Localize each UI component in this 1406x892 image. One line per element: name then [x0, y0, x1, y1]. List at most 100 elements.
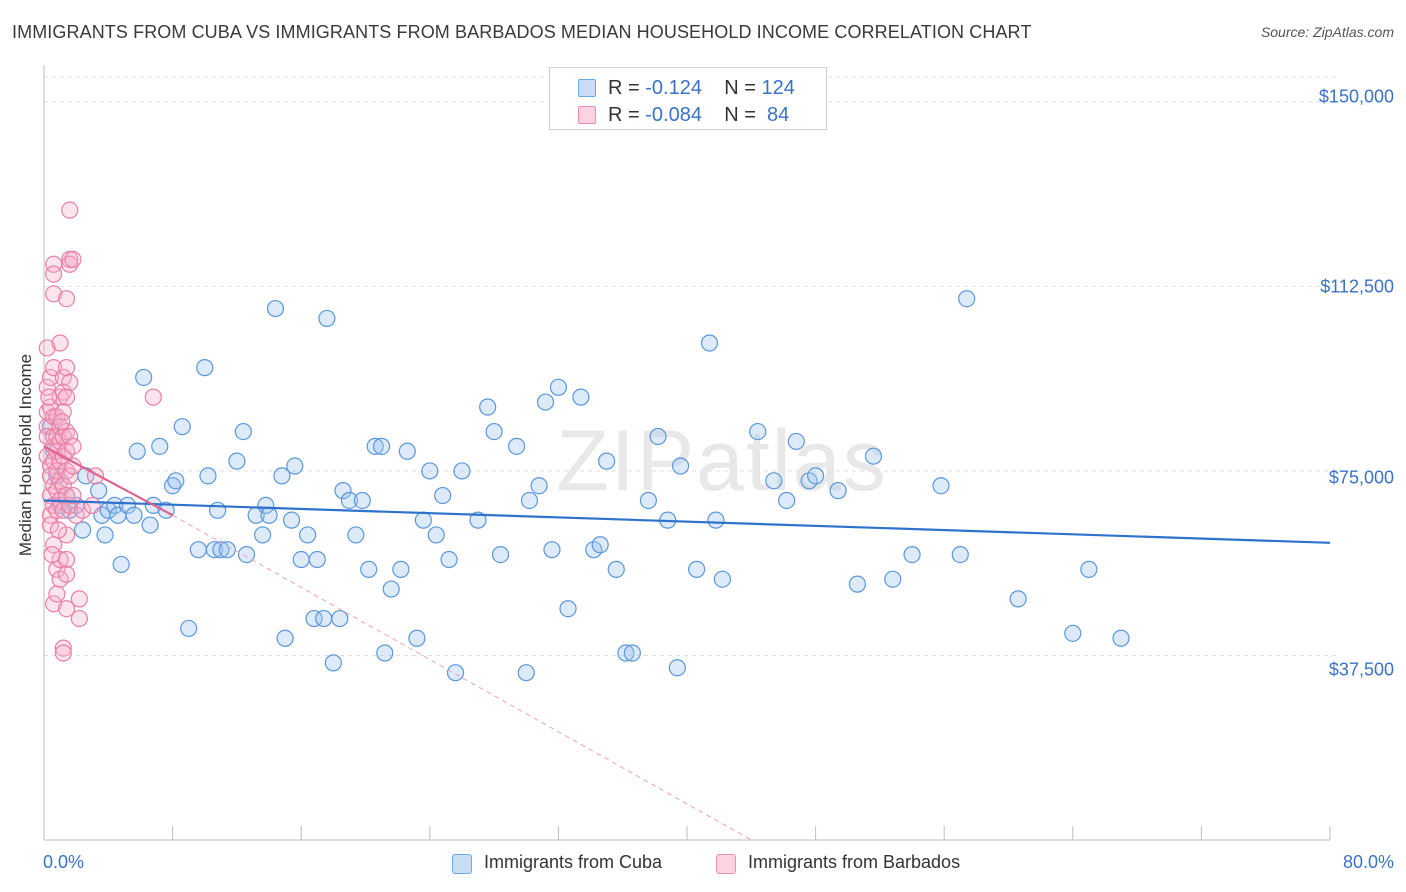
- barbados-point: [45, 452, 63, 470]
- barbados-point: [61, 427, 79, 446]
- cuba-point: [266, 299, 285, 318]
- cuba-point: [427, 526, 445, 544]
- barbados-point: [48, 501, 66, 519]
- cuba-point: [372, 437, 391, 455]
- legend-row-cuba: R = -0.124 N = 124: [550, 74, 826, 102]
- barbados-point: [49, 521, 68, 539]
- cuba-point: [1112, 629, 1130, 647]
- cuba-point: [778, 491, 796, 510]
- legend-item-barbados[interactable]: Immigrants from Barbados: [716, 852, 961, 874]
- barbados-point: [41, 368, 60, 387]
- cuba-point: [806, 467, 825, 485]
- cuba-point: [617, 644, 635, 662]
- barbados-point: [70, 609, 88, 628]
- legend-r-label: R =: [608, 77, 646, 99]
- cuba-point: [273, 467, 291, 485]
- cuba-point: [282, 511, 301, 529]
- cuba-point: [421, 462, 439, 480]
- cuba-point: [485, 422, 503, 441]
- cuba-point: [688, 560, 706, 578]
- axes: [43, 65, 1331, 841]
- cuba-point: [884, 570, 902, 588]
- cuba-point: [598, 452, 616, 470]
- cuba-point: [324, 654, 342, 672]
- y-tick-label-150000: $150,000: [1318, 86, 1394, 107]
- y-tick-label-37500: $37,500: [1328, 659, 1394, 680]
- cuba-point: [951, 546, 969, 564]
- cuba-point: [353, 491, 371, 510]
- barbados-point: [45, 285, 63, 303]
- barbados-point: [64, 250, 82, 268]
- cuba-point: [212, 541, 230, 559]
- barbados-points: [38, 201, 162, 662]
- cuba-trend-line: [43, 499, 1331, 544]
- cuba-point: [607, 560, 625, 578]
- y-axis-label: Median Household Income: [16, 353, 35, 557]
- cuba-point: [591, 536, 609, 554]
- cuba-point: [334, 482, 352, 500]
- cuba-point: [398, 442, 416, 460]
- cuba-point: [713, 570, 731, 588]
- legend-item-cuba[interactable]: Immigrants from Cuba: [452, 852, 662, 874]
- cuba-point: [392, 560, 410, 578]
- cuba-point: [1080, 560, 1098, 578]
- cuba-point: [623, 644, 641, 662]
- cuba-point: [318, 309, 336, 328]
- cuba-point: [276, 629, 294, 647]
- cuba-point: [749, 422, 767, 441]
- cuba-point: [257, 496, 275, 514]
- barbados-point: [57, 359, 76, 377]
- legend-r-label: R =: [608, 104, 646, 126]
- cuba-point: [508, 437, 526, 455]
- cuba-point: [305, 609, 323, 628]
- cuba-point: [469, 511, 487, 529]
- cuba-point: [260, 506, 278, 524]
- x-tick-label-max: 80.0%: [1342, 852, 1394, 872]
- cuba-point: [308, 550, 326, 569]
- barbados-point: [57, 600, 76, 618]
- cuba-point: [173, 418, 191, 436]
- cuba-point: [315, 609, 333, 628]
- legend-label-barbados: Immigrants from Barbados: [748, 852, 961, 872]
- cuba-point: [331, 609, 349, 628]
- cuba-point: [135, 368, 153, 387]
- barbados-point: [61, 373, 79, 391]
- barbados-point: [70, 590, 88, 608]
- barbados-point: [38, 339, 56, 357]
- legend-r-value-barbados: -0.084: [645, 104, 702, 126]
- cuba-point: [932, 477, 950, 495]
- cuba-point: [196, 359, 214, 377]
- y-tick-label-75000: $75,000: [1328, 467, 1394, 488]
- barbados-point: [40, 388, 58, 406]
- cuba-point: [765, 472, 783, 490]
- cuba-point: [434, 486, 452, 505]
- cuba-point: [366, 437, 384, 455]
- cuba-point: [347, 526, 365, 544]
- cuba-point: [668, 659, 686, 677]
- correlation-legend: R = -0.124 N = 124 R = -0.084 N = 84: [549, 67, 827, 130]
- cuba-point: [787, 432, 805, 451]
- barbados-point: [61, 467, 79, 485]
- legend-n-value-barbados: 84: [761, 104, 790, 126]
- barbados-point: [144, 388, 162, 406]
- legend-n-value-cuba: 124: [761, 77, 795, 99]
- cuba-point: [164, 477, 182, 495]
- cuba-point: [530, 477, 548, 495]
- cuba-point: [649, 427, 667, 446]
- source-credit: Source: ZipAtlas.com: [1260, 24, 1394, 40]
- barbados-point: [57, 486, 76, 505]
- cuba-point: [446, 664, 465, 682]
- cuba-point: [299, 526, 317, 544]
- cuba-point: [479, 398, 497, 416]
- cuba-point: [209, 501, 227, 519]
- cuba-point: [639, 491, 658, 510]
- cuba-point: [543, 541, 561, 559]
- barbados-trend-extension: [172, 514, 752, 841]
- cuba-point: [1064, 624, 1082, 642]
- cuba-point: [360, 560, 378, 578]
- barbados-point: [57, 290, 76, 308]
- cuba-point: [340, 491, 359, 510]
- cuba-point: [707, 511, 725, 529]
- cuba-point: [700, 334, 719, 352]
